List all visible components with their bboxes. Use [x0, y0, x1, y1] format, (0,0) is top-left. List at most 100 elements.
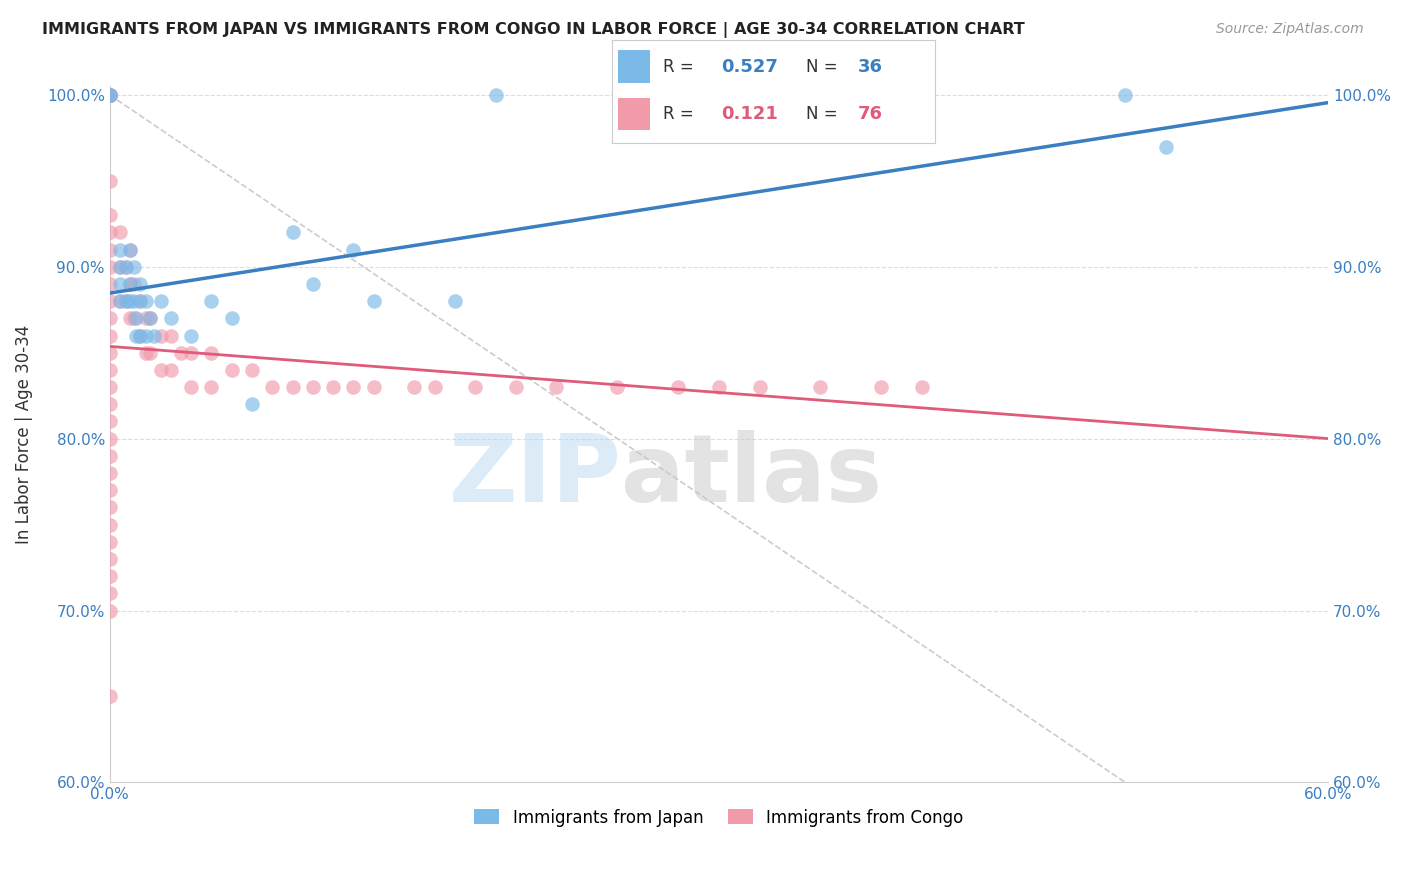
Text: 36: 36 — [858, 58, 883, 76]
Point — [200, 380, 222, 394]
Point — [98, 397, 121, 411]
Text: atlas: atlas — [621, 430, 883, 522]
Point — [98, 226, 121, 240]
Point — [342, 243, 364, 257]
Point — [120, 294, 142, 309]
Point — [1154, 139, 1177, 153]
Point — [444, 294, 467, 309]
Text: R =: R = — [664, 105, 704, 123]
Point — [98, 603, 121, 617]
Point — [159, 363, 181, 377]
Point — [149, 363, 172, 377]
Point — [911, 380, 934, 394]
Text: IMMIGRANTS FROM JAPAN VS IMMIGRANTS FROM CONGO IN LABOR FORCE | AGE 30-34 CORREL: IMMIGRANTS FROM JAPAN VS IMMIGRANTS FROM… — [42, 22, 1025, 38]
Point — [159, 328, 181, 343]
Point — [170, 345, 193, 359]
Point — [149, 294, 172, 309]
Text: N =: N = — [806, 58, 842, 76]
Point — [159, 311, 181, 326]
Point — [180, 345, 202, 359]
Point — [98, 87, 121, 102]
Point — [301, 380, 323, 394]
Point — [115, 294, 138, 309]
Legend: Immigrants from Japan, Immigrants from Congo: Immigrants from Japan, Immigrants from C… — [468, 802, 970, 833]
Point — [180, 328, 202, 343]
Point — [810, 380, 832, 394]
Point — [122, 311, 145, 326]
Point — [98, 690, 121, 704]
Point — [108, 243, 131, 257]
Point — [115, 260, 138, 274]
Point — [139, 311, 162, 326]
Point — [108, 277, 131, 291]
Point — [262, 380, 284, 394]
Text: R =: R = — [664, 58, 699, 76]
Point — [281, 226, 304, 240]
Bar — [619, 50, 651, 83]
Point — [98, 345, 121, 359]
Point — [200, 345, 222, 359]
Point — [98, 449, 121, 463]
Text: 76: 76 — [858, 105, 883, 123]
Point — [108, 260, 131, 274]
Point — [98, 517, 121, 532]
Point — [363, 294, 385, 309]
Point — [120, 243, 142, 257]
Point — [98, 311, 121, 326]
Point — [108, 294, 131, 309]
Point — [322, 380, 344, 394]
Point — [149, 328, 172, 343]
Point — [240, 397, 263, 411]
Point — [98, 87, 121, 102]
Point — [98, 466, 121, 480]
Point — [98, 552, 121, 566]
Text: 0.527: 0.527 — [721, 58, 779, 76]
Text: Source: ZipAtlas.com: Source: ZipAtlas.com — [1216, 22, 1364, 37]
Point — [98, 174, 121, 188]
Point — [122, 294, 145, 309]
Point — [115, 294, 138, 309]
Point — [870, 380, 893, 394]
Point — [98, 569, 121, 583]
Point — [135, 311, 157, 326]
Point — [98, 328, 121, 343]
Point — [120, 311, 142, 326]
Point — [135, 294, 157, 309]
Point — [139, 311, 162, 326]
Point — [404, 380, 426, 394]
Point — [363, 380, 385, 394]
Point — [135, 345, 157, 359]
Point — [143, 328, 166, 343]
Point — [122, 277, 145, 291]
Point — [125, 328, 148, 343]
Point — [546, 380, 568, 394]
Point — [301, 277, 323, 291]
Point — [98, 294, 121, 309]
Point — [129, 277, 152, 291]
Point — [98, 87, 121, 102]
Point — [125, 311, 148, 326]
Y-axis label: In Labor Force | Age 30-34: In Labor Force | Age 30-34 — [15, 325, 32, 544]
Text: N =: N = — [806, 105, 842, 123]
Point — [122, 260, 145, 274]
Point — [423, 380, 446, 394]
Point — [98, 414, 121, 428]
Point — [98, 87, 121, 102]
Point — [240, 363, 263, 377]
Point — [98, 87, 121, 102]
Point — [606, 380, 628, 394]
Text: ZIP: ZIP — [449, 430, 621, 522]
Point — [98, 432, 121, 446]
Point — [135, 328, 157, 343]
Point — [98, 534, 121, 549]
Point — [108, 226, 131, 240]
Point — [120, 277, 142, 291]
Point — [129, 328, 152, 343]
Point — [342, 380, 364, 394]
Point — [666, 380, 689, 394]
Point — [707, 380, 730, 394]
Point — [484, 87, 506, 102]
Point — [108, 260, 131, 274]
Point — [120, 243, 142, 257]
Point — [139, 345, 162, 359]
